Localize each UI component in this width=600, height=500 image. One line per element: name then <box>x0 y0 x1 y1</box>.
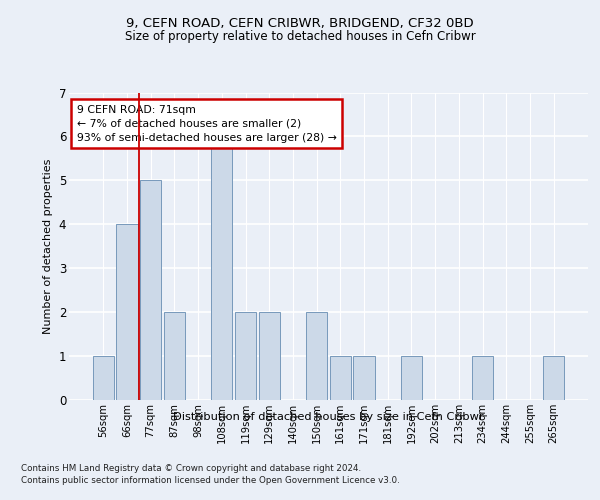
Bar <box>140 180 161 400</box>
Bar <box>164 312 185 400</box>
Y-axis label: Number of detached properties: Number of detached properties <box>43 158 53 334</box>
Bar <box>235 312 256 400</box>
Bar <box>543 356 565 400</box>
Text: Contains HM Land Registry data © Crown copyright and database right 2024.: Contains HM Land Registry data © Crown c… <box>21 464 361 473</box>
Bar <box>116 224 137 400</box>
Bar <box>306 312 328 400</box>
Text: 9 CEFN ROAD: 71sqm
← 7% of detached houses are smaller (2)
93% of semi-detached : 9 CEFN ROAD: 71sqm ← 7% of detached hous… <box>77 105 337 143</box>
Bar <box>211 136 232 400</box>
Text: Distribution of detached houses by size in Cefn Cribwr: Distribution of detached houses by size … <box>173 412 484 422</box>
Bar <box>92 356 114 400</box>
Bar <box>472 356 493 400</box>
Text: Size of property relative to detached houses in Cefn Cribwr: Size of property relative to detached ho… <box>125 30 475 43</box>
Text: 9, CEFN ROAD, CEFN CRIBWR, BRIDGEND, CF32 0BD: 9, CEFN ROAD, CEFN CRIBWR, BRIDGEND, CF3… <box>126 18 474 30</box>
Bar <box>401 356 422 400</box>
Text: Contains public sector information licensed under the Open Government Licence v3: Contains public sector information licen… <box>21 476 400 485</box>
Bar <box>259 312 280 400</box>
Bar <box>353 356 375 400</box>
Bar <box>329 356 351 400</box>
